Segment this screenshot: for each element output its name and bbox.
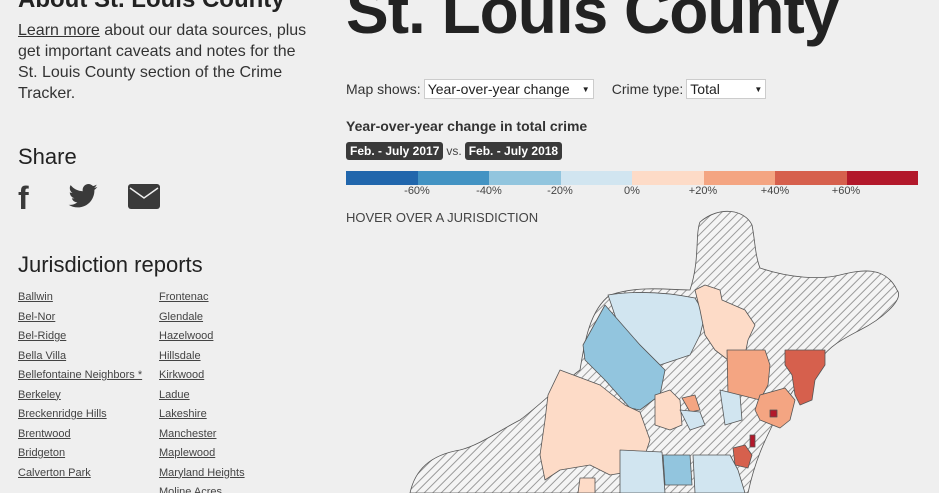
- map-shows-select[interactable]: Year-over-year change ▼: [423, 79, 594, 99]
- scale-tick: +20%: [688, 185, 718, 197]
- jurisdiction-link[interactable]: Bel-Nor: [18, 310, 56, 323]
- jurisdiction-link[interactable]: Bella Villa: [18, 349, 67, 362]
- jurisdiction-link[interactable]: Ballwin: [18, 291, 53, 303]
- about-heading: About St. Louis County: [18, 0, 285, 14]
- jurisdiction-region: [582, 304, 666, 411]
- jurisdiction-column-1: Ballwin Bel-Nor Bel-Ridge Bella Villa Be…: [18, 290, 159, 493]
- about-text: about our data sources, plus get importa…: [18, 22, 307, 102]
- scale-tick: 0%: [624, 185, 640, 197]
- scale-tick: -20%: [547, 185, 573, 197]
- jurisdiction-region: [692, 454, 746, 493]
- scale-tick: -60%: [404, 185, 430, 197]
- jurisdiction-link[interactable]: Frontenac: [159, 291, 209, 303]
- county-map[interactable]: [400, 200, 939, 493]
- jurisdiction-link[interactable]: Bel-Ridge: [18, 330, 67, 342]
- period-comparison: Feb. - July 2017 vs. Feb. - July 2018: [346, 142, 563, 160]
- legend-title: Year-over-year change in total crime: [346, 118, 588, 134]
- jurisdiction-link[interactable]: Hillsdale: [159, 349, 201, 362]
- hover-prompt: HOVER OVER A JURISDICTION: [346, 210, 539, 225]
- jurisdiction-link[interactable]: Moline Acres: [159, 486, 222, 493]
- scale-swatch: [489, 171, 561, 185]
- jurisdiction-region: [719, 389, 743, 426]
- jurisdiction-region: [784, 349, 826, 406]
- jurisdiction-link[interactable]: Maplewood: [159, 447, 216, 459]
- jurisdiction-region: [726, 349, 771, 401]
- jurisdiction-link[interactable]: Manchester: [159, 427, 217, 440]
- scale-swatch: [632, 171, 704, 185]
- share-heading: Share: [18, 144, 77, 169]
- jurisdiction-link[interactable]: Ladue: [159, 388, 190, 401]
- scale-swatch: [846, 171, 918, 185]
- jurisdiction-link[interactable]: Calverton Park: [18, 466, 91, 479]
- map-shows-value: Year-over-year change: [427, 81, 570, 97]
- jurisdiction-region: [681, 394, 701, 413]
- crime-type-select[interactable]: Total ▼: [686, 79, 767, 99]
- jurisdiction-region: [694, 284, 756, 361]
- jurisdiction-link[interactable]: Maryland Heights: [159, 466, 245, 479]
- period-a-badge: Feb. - July 2017: [346, 142, 444, 160]
- jurisdiction-region: [749, 434, 756, 448]
- jurisdiction-region: [732, 444, 753, 469]
- scale-tick: +40%: [760, 185, 790, 197]
- jurisdiction-link[interactable]: Brentwood: [18, 427, 71, 440]
- about-paragraph: Learn more about our data sources, plus …: [18, 20, 308, 104]
- period-b-badge: Feb. - July 2018: [464, 142, 563, 160]
- scale-ticks: -60% -40% -20% 0% +20% +40% +60%: [346, 185, 918, 199]
- jurisdiction-list: Ballwin Bel-Nor Bel-Ridge Bella Villa Be…: [18, 290, 284, 493]
- vs-label: vs.: [446, 144, 462, 158]
- jurisdiction-region: [662, 454, 693, 486]
- jurisdiction-region: [754, 387, 796, 429]
- jurisdiction-link[interactable]: Bellefontaine Neighbors *: [18, 369, 143, 381]
- jurisdiction-link[interactable]: Glendale: [159, 310, 204, 323]
- scale-swatch: [346, 171, 418, 185]
- map-shows-label: Map shows:: [346, 81, 421, 97]
- scale-tick: -40%: [476, 185, 502, 197]
- jurisdiction-region: [654, 389, 683, 431]
- scale-swatch: [703, 171, 775, 185]
- scale-swatch: [775, 171, 847, 185]
- crime-type-label: Crime type:: [611, 81, 684, 97]
- jurisdiction-link[interactable]: Hazelwood: [159, 330, 214, 342]
- jurisdiction-region: [577, 477, 596, 493]
- twitter-icon[interactable]: [68, 184, 128, 212]
- email-icon[interactable]: [128, 183, 160, 213]
- jurisdiction-reports-heading: Jurisdiction reports: [18, 252, 203, 277]
- jurisdiction-region: [607, 292, 706, 366]
- scale-swatch: [560, 171, 632, 185]
- page-title: St. Louis County: [346, 0, 839, 47]
- jurisdiction-column-2: Frontenac Glendale Hazelwood Hillsdale K…: [159, 290, 284, 493]
- jurisdiction-link[interactable]: Kirkwood: [159, 369, 205, 381]
- color-scale: [346, 171, 918, 185]
- jurisdiction-link[interactable]: Berkeley: [18, 388, 61, 401]
- facebook-icon[interactable]: f: [18, 180, 29, 216]
- crime-type-value: Total: [690, 81, 720, 97]
- jurisdiction-link[interactable]: Bridgeton: [18, 447, 66, 459]
- jurisdiction-link[interactable]: Breckenridge Hills: [18, 408, 107, 420]
- jurisdiction-region: [769, 409, 778, 418]
- dropdown-arrow-icon: ▼: [754, 84, 763, 94]
- share-icons: f: [18, 180, 160, 216]
- learn-more-link[interactable]: Learn more: [18, 22, 100, 39]
- scale-tick: +60%: [831, 185, 861, 197]
- jurisdiction-region: [679, 409, 706, 431]
- dropdown-arrow-icon: ▼: [581, 84, 590, 94]
- jurisdiction-region: [619, 449, 666, 493]
- scale-swatch: [417, 171, 489, 185]
- map-controls: Map shows: Year-over-year change ▼ Crime…: [346, 79, 767, 99]
- jurisdiction-link[interactable]: Lakeshire: [159, 408, 207, 420]
